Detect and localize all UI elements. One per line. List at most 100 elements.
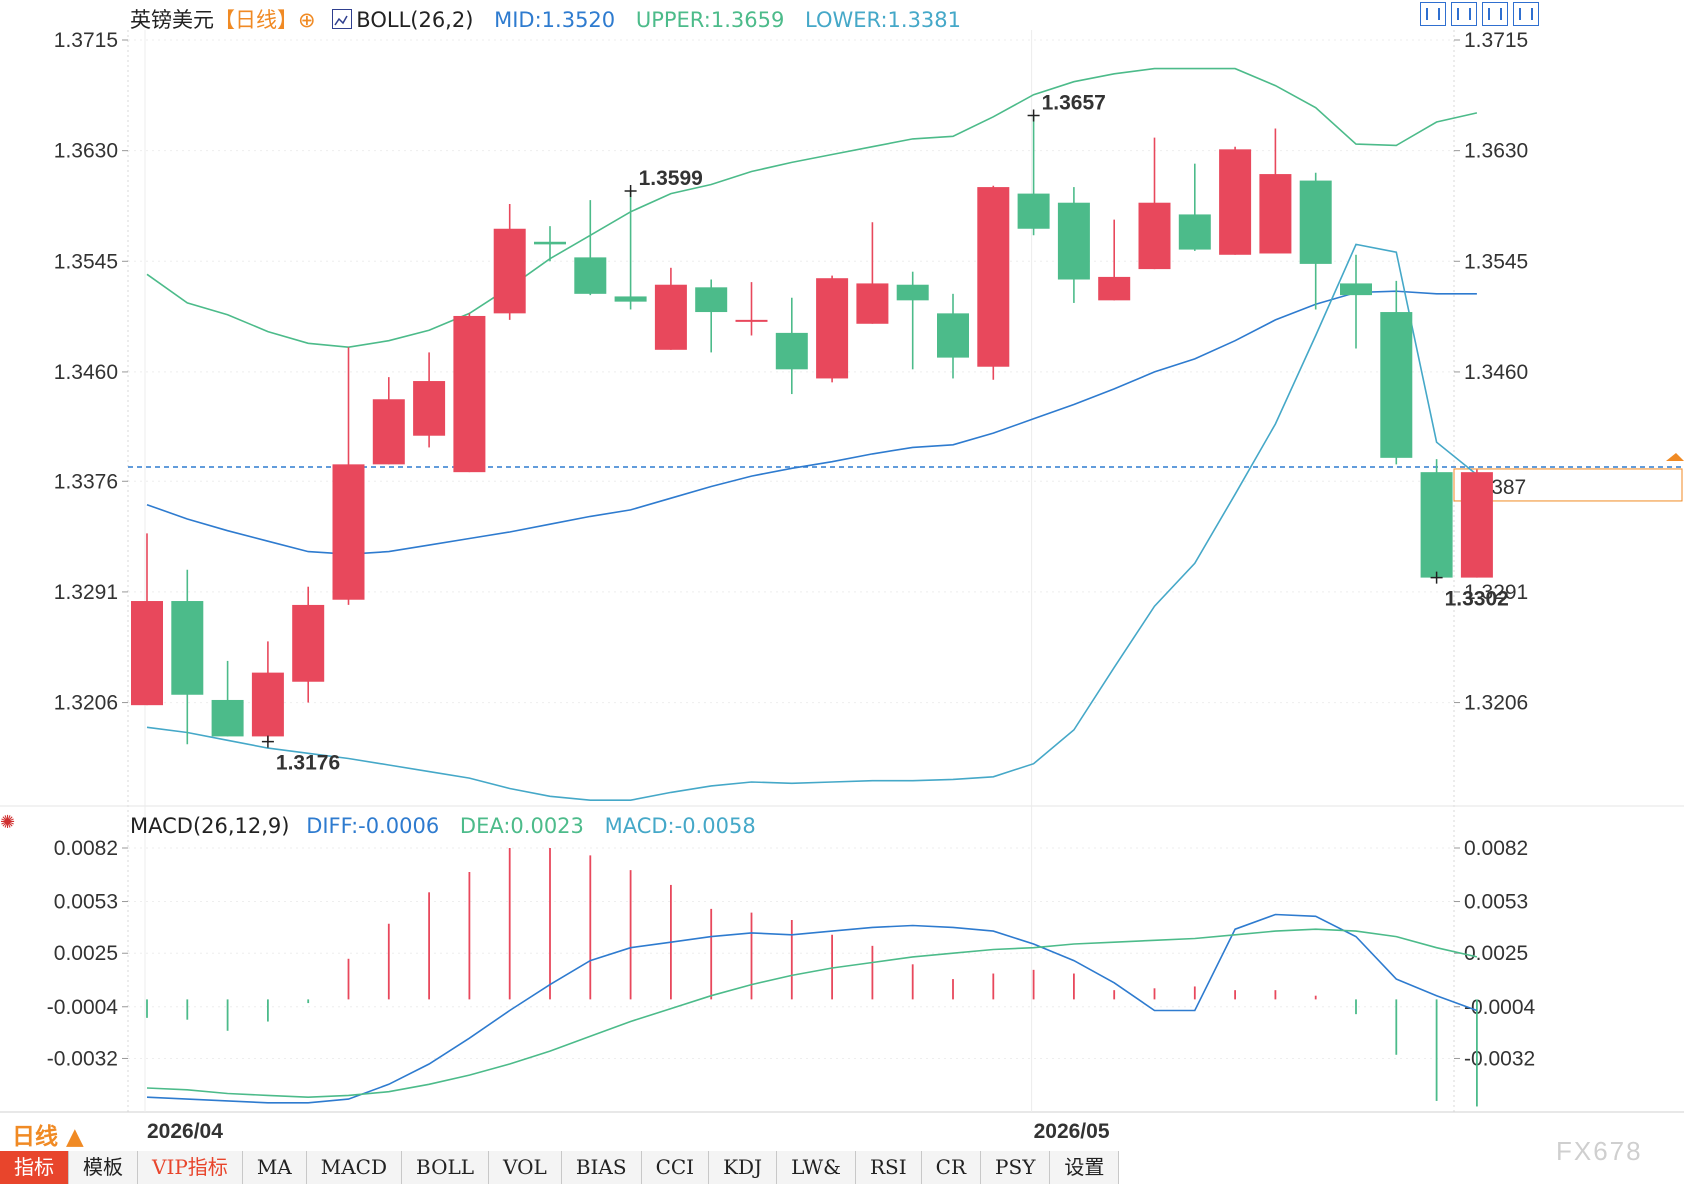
- chart-background: [0, 0, 1684, 1151]
- candle: [1259, 174, 1292, 254]
- candle: [1017, 193, 1050, 229]
- price-y-tick-left: 1.3715: [54, 29, 118, 52]
- price-header: 英镑美元【日线】⊕ BOLL(26,2) MID:1.3520 UPPER:1.…: [130, 4, 961, 34]
- tab-cr[interactable]: CR: [921, 1151, 982, 1184]
- price-y-tick-left: 1.3460: [54, 361, 118, 384]
- tab-indicators[interactable]: 指标: [0, 1151, 69, 1184]
- scroll-left-icon[interactable]: [1482, 2, 1508, 26]
- candle: [1380, 312, 1413, 458]
- macd-y-tick-right: 0.0025: [1464, 942, 1528, 965]
- low-annotation: 1.3302: [1445, 588, 1509, 611]
- last-price-arrow-icon: [1666, 452, 1684, 461]
- x-axis-label: 2026/05: [1034, 1120, 1110, 1143]
- tab-macd[interactable]: MACD: [306, 1151, 402, 1184]
- candle: [493, 228, 526, 314]
- price-y-tick-left: 1.3291: [54, 581, 118, 604]
- tab-cci[interactable]: CCI: [641, 1151, 710, 1184]
- macd-y-tick-left: 0.0053: [54, 891, 118, 914]
- tab-settings[interactable]: 设置: [1050, 1151, 1120, 1184]
- macd-y-tick-right: -0.0032: [1464, 1047, 1535, 1070]
- candle: [816, 278, 849, 379]
- tab-psy[interactable]: PSY: [981, 1151, 1051, 1184]
- indicator-settings-icon[interactable]: ✺: [0, 812, 16, 833]
- candle: [1098, 276, 1131, 301]
- high-annotation: 1.3657: [1042, 91, 1106, 114]
- boll-lower-line: [146, 243, 1478, 802]
- candle: [1138, 202, 1171, 270]
- macd-dea-value: DEA:0.0023: [459, 814, 584, 838]
- candle: [1340, 283, 1372, 296]
- tab-vip-indicators[interactable]: VIP指标: [138, 1151, 243, 1184]
- tab-template[interactable]: 模板: [69, 1151, 138, 1184]
- boll-indicator-label: BOLL(26,2): [356, 8, 474, 32]
- macd-title: MACD(26,12,9): [130, 814, 290, 838]
- boll-mid-line: [146, 290, 1477, 556]
- macd-hist-value: MACD:-0.0058: [604, 814, 756, 838]
- candle: [775, 332, 808, 370]
- scroll-right-icon[interactable]: [1513, 2, 1539, 26]
- price-y-tick-left: 1.3630: [54, 140, 118, 163]
- boll-mid-value: MID:1.3520: [494, 8, 616, 32]
- candle: [534, 241, 566, 245]
- candle: [372, 399, 405, 465]
- high-annotation: 1.3599: [639, 167, 703, 190]
- tab-ma[interactable]: MA: [242, 1151, 307, 1184]
- extreme-marker: [261, 735, 274, 748]
- macd-y-tick-right: -0.0004: [1464, 996, 1536, 1019]
- candle: [332, 464, 365, 600]
- zoom-in-icon[interactable]: [1451, 2, 1477, 26]
- extreme-marker: [1430, 571, 1443, 584]
- tab-kdj[interactable]: KDJ: [709, 1151, 778, 1184]
- zoom-fit-icon[interactable]: [1420, 2, 1446, 26]
- candle: [896, 284, 929, 301]
- boll-upper-value: UPPER:1.3659: [635, 8, 785, 32]
- candle: [614, 296, 647, 302]
- boll-upper-line: [146, 67, 1478, 349]
- candle: [695, 287, 728, 313]
- candle: [251, 672, 284, 737]
- boll-icon-glyph: [334, 15, 348, 26]
- price-y-tick-right: 1.3206: [1464, 692, 1528, 715]
- boll-icon[interactable]: [332, 9, 353, 29]
- tab-vol[interactable]: VOL: [489, 1151, 562, 1184]
- macd-header: MACD(26,12,9) DIFF:-0.0006 DEA:0.0023 MA…: [130, 814, 756, 838]
- candle: [171, 601, 204, 695]
- candle: [211, 699, 244, 737]
- candle: [131, 601, 163, 706]
- candle: [292, 604, 325, 682]
- price-y-tick-right: 1.3545: [1464, 250, 1528, 273]
- extreme-marker: [1027, 109, 1040, 122]
- price-y-tick-left: 1.3545: [54, 250, 118, 273]
- candle: [1420, 472, 1453, 578]
- candle: [574, 257, 607, 294]
- macd-y-tick-left: -0.0032: [47, 1047, 118, 1070]
- candle: [453, 315, 486, 473]
- candle: [977, 187, 1010, 367]
- chart-canvas: 1.3715 1.3715 1.3630 1.3630 1.3545 1.3545 1.34…: [0, 0, 1684, 1151]
- add-icon[interactable]: ⊕: [298, 8, 316, 32]
- macd-dea-line: [146, 928, 1478, 1099]
- price-y-tick-left: 1.3376: [54, 470, 118, 493]
- tab-boll[interactable]: BOLL: [402, 1151, 490, 1184]
- candle: [654, 284, 687, 350]
- x-axis-label: 2026/04: [147, 1120, 223, 1143]
- macd-diff-line: [146, 913, 1478, 1104]
- candle: [856, 283, 889, 324]
- extreme-marker: [624, 184, 637, 197]
- tab-rsi[interactable]: RSI: [855, 1151, 922, 1184]
- candle: [413, 381, 446, 436]
- macd-y-tick-right: 0.0082: [1464, 837, 1528, 860]
- macd-diff-value: DIFF:-0.0006: [306, 814, 440, 838]
- tab-lw[interactable]: LW&: [777, 1151, 856, 1184]
- low-annotation: 1.3176: [276, 752, 340, 775]
- tab-bias[interactable]: BIAS: [561, 1151, 642, 1184]
- candle: [1460, 472, 1493, 578]
- period-selector[interactable]: 日线 ▲: [12, 1124, 84, 1150]
- candle: [1219, 149, 1252, 255]
- period-tag[interactable]: 【日线】: [214, 8, 298, 32]
- price-y-tick-left: 1.3206: [54, 692, 118, 715]
- macd-y-tick-left: -0.0004: [47, 996, 119, 1019]
- candle: [1299, 180, 1332, 264]
- chart-toolbar: [1420, 2, 1539, 26]
- boll-lower-value: LOWER:1.3381: [805, 8, 962, 32]
